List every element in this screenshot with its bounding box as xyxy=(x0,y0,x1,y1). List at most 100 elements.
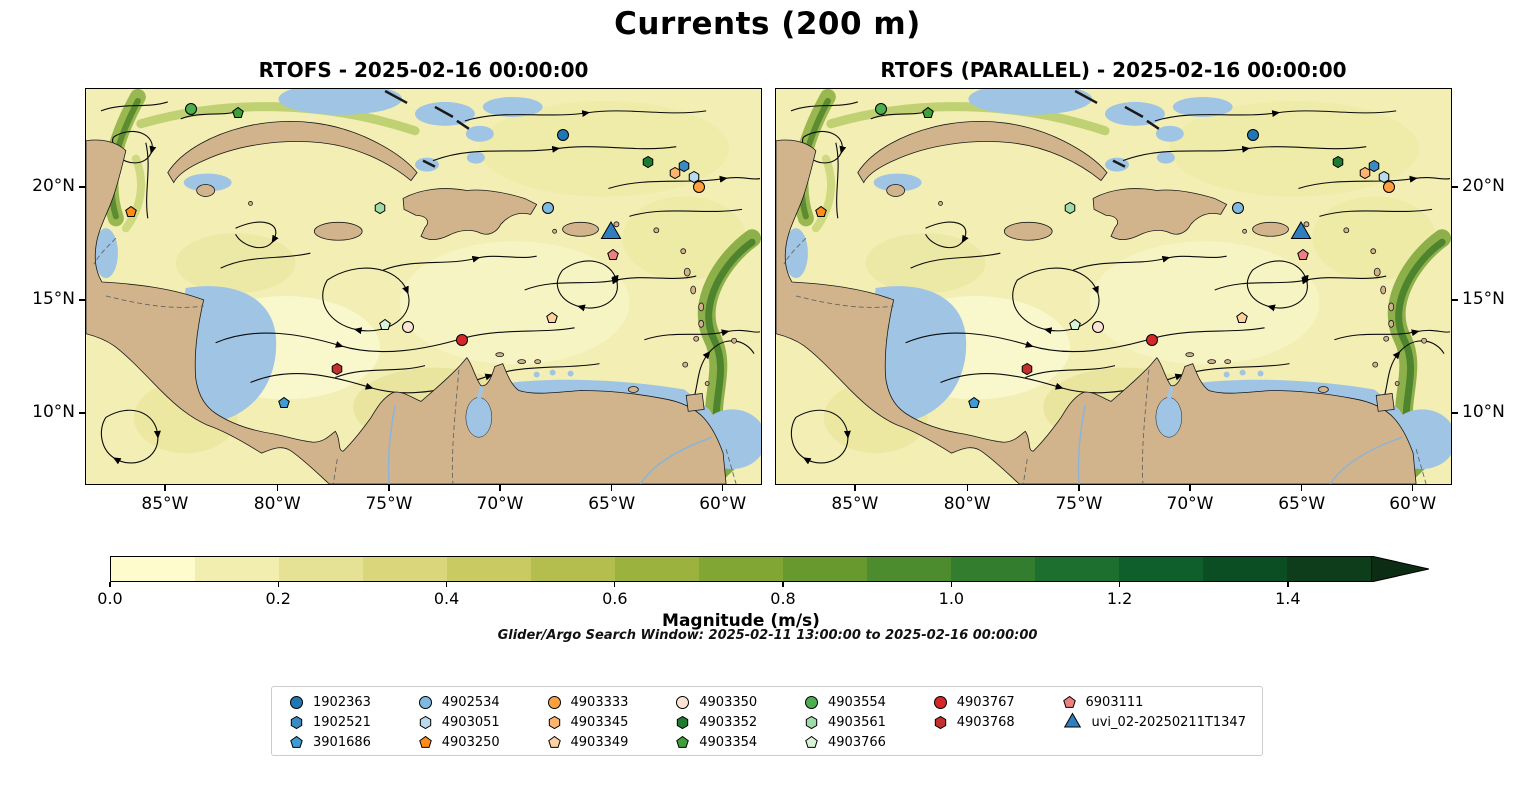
pentagon-marker-icon xyxy=(278,397,291,409)
pentagon-marker-icon xyxy=(1297,249,1309,261)
colorbar-tick-label: 1.0 xyxy=(938,589,965,608)
colorbar-segment xyxy=(279,557,363,581)
x-tick-mark xyxy=(1301,485,1303,491)
panel-title-rtofs-parallel: RTOFS (PARALLEL) - 2025-02-16 00:00:00 xyxy=(880,58,1347,82)
colorbar-tick-label: 0.2 xyxy=(265,589,291,608)
x-tick-mark xyxy=(276,485,278,491)
legend-label: 4903354 xyxy=(699,734,758,750)
hexagon-marker-icon xyxy=(1368,159,1380,172)
legend-label: 3901686 xyxy=(313,734,371,750)
x-tick-label: 85°W xyxy=(141,494,189,514)
pentagon-marker-icon xyxy=(805,735,818,748)
float-marker-4903554 xyxy=(183,101,199,117)
x-tick-mark xyxy=(388,485,390,491)
colorbar-extend-arrow-icon xyxy=(1370,555,1430,583)
x-tick-label: 80°W xyxy=(253,494,301,514)
hexagon-marker-icon xyxy=(1065,201,1076,214)
y-tick-label: 15°N xyxy=(32,288,75,309)
float-marker-4903352 xyxy=(640,154,656,170)
x-tick-label: 60°W xyxy=(1389,494,1437,514)
pentagon-marker-icon xyxy=(607,249,619,261)
legend-column: 4903767 4903768 xyxy=(932,692,1015,732)
legend-item-4903766: 4903766 xyxy=(803,732,886,752)
legend-item-4903354: 4903354 xyxy=(674,732,757,752)
hexagon-marker-icon xyxy=(290,715,303,729)
circle-marker-icon xyxy=(1231,202,1244,215)
circle-marker-icon xyxy=(1145,333,1158,346)
legend-item-4903349: 4903349 xyxy=(546,732,628,752)
legend-column: 6903111 uvi_02-20250211T1347 xyxy=(1061,692,1246,732)
y-tick-label: 20°N xyxy=(32,175,75,196)
y-tick-mark xyxy=(1452,186,1458,188)
legend-item-4902534: 4902534 xyxy=(417,692,500,712)
colorbar-tick-label: 1.4 xyxy=(1275,589,1301,608)
float-marker-4903352 xyxy=(1330,154,1346,170)
colorbar-segment xyxy=(1287,557,1371,581)
colorbar-tick-mark xyxy=(614,582,616,587)
legend: 1902363 1902521 3901686 4902534 4903051 49032… xyxy=(271,686,1263,756)
map-panel-rtofs-parallel xyxy=(775,88,1452,485)
pentagon-marker-icon xyxy=(1069,318,1081,330)
map-panel-rtofs xyxy=(85,88,762,485)
legend-item-4903561: 4903561 xyxy=(803,712,886,732)
y-tick-mark xyxy=(1452,299,1458,301)
colorbar-tick-mark xyxy=(445,582,448,587)
colorbar-segment xyxy=(615,557,699,581)
float-marker-4903250 xyxy=(813,204,829,220)
float-marker-4903051 xyxy=(1376,169,1392,185)
hexagon-marker-icon xyxy=(670,166,681,179)
circle-marker-icon xyxy=(401,320,414,333)
pentagon-marker-icon xyxy=(546,311,559,323)
float-marker-uvi_02-20250211T1347 xyxy=(1288,220,1315,247)
float-marker-3901686 xyxy=(276,395,292,411)
x-tick-label: 65°W xyxy=(588,494,636,514)
colorbar-segment xyxy=(783,557,867,581)
hexagon-marker-icon xyxy=(1378,170,1390,183)
colorbar-tick-mark xyxy=(277,582,279,587)
circle-marker-icon xyxy=(1246,128,1259,141)
y-tick-mark xyxy=(79,186,85,188)
pentagon-marker-icon xyxy=(232,106,244,118)
legend-label: 4903350 xyxy=(699,694,758,710)
colorbar-segment xyxy=(111,557,195,581)
pentagon-marker-icon xyxy=(547,735,561,748)
pentagon-marker-icon xyxy=(814,206,827,218)
x-tick-mark xyxy=(1189,485,1191,491)
pentagon-marker-icon xyxy=(418,735,432,748)
legend-item-4903554: 4903554 xyxy=(803,692,886,712)
triangle-marker-icon xyxy=(1290,221,1312,240)
legend-column: 4902534 4903051 4903250 xyxy=(417,692,500,752)
legend-item-6903111: 6903111 xyxy=(1061,692,1246,712)
circle-marker-icon xyxy=(676,695,690,709)
float-marker-4903554 xyxy=(873,101,889,117)
hexagon-marker-icon xyxy=(642,155,653,168)
float-marker-4903250 xyxy=(123,204,139,220)
float-marker-1902521 xyxy=(1366,158,1382,174)
circle-marker-icon xyxy=(1382,180,1395,193)
x-tick-mark xyxy=(499,485,501,491)
x-tick-mark xyxy=(1078,485,1080,491)
circle-marker-icon xyxy=(1091,320,1104,333)
pentagon-marker-icon xyxy=(676,735,690,748)
legend-column: 4903350 4903352 4903354 xyxy=(674,692,757,752)
legend-item-4903767: 4903767 xyxy=(932,692,1015,712)
legend-column: 1902363 1902521 3901686 xyxy=(288,692,371,752)
colorbar-segment xyxy=(1035,557,1119,581)
hexagon-marker-icon xyxy=(677,715,689,729)
float-marker-4903767 xyxy=(1144,332,1160,348)
x-tick-label: 70°W xyxy=(1166,494,1214,514)
pentagon-marker-icon xyxy=(968,397,981,409)
hexagon-marker-icon xyxy=(688,170,700,183)
float-marker-4903561 xyxy=(1062,200,1078,216)
float-marker-6903111 xyxy=(605,247,621,263)
colorbar-tick-mark xyxy=(782,582,784,587)
float-marker-4903354 xyxy=(230,105,246,121)
colorbar-tick-label: 0.0 xyxy=(97,589,123,608)
hexagon-marker-icon xyxy=(419,715,431,729)
x-tick-mark xyxy=(854,485,856,491)
circle-marker-icon xyxy=(290,695,303,709)
x-tick-mark xyxy=(164,485,166,491)
float-marker-4903766 xyxy=(1067,317,1083,333)
legend-label: 1902363 xyxy=(313,694,371,710)
legend-item-1902363: 1902363 xyxy=(288,692,371,712)
